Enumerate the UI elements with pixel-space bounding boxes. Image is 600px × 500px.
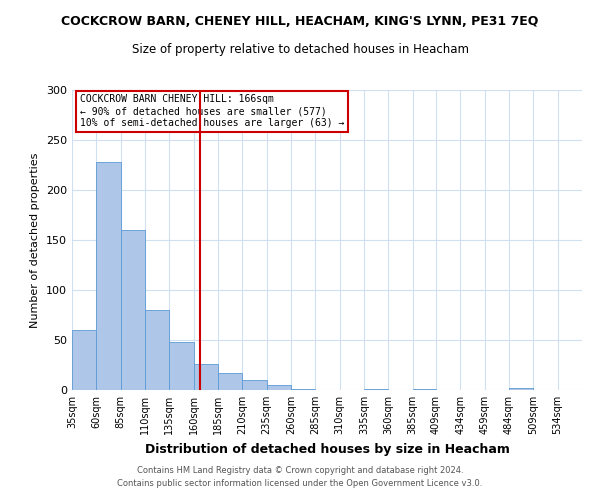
Text: COCKCROW BARN, CHENEY HILL, HEACHAM, KING'S LYNN, PE31 7EQ: COCKCROW BARN, CHENEY HILL, HEACHAM, KIN… [61,15,539,28]
Bar [509,388,533,390]
Bar [72,330,97,390]
Bar [169,342,194,390]
Bar [242,380,266,390]
Bar [413,389,436,390]
Bar [218,373,242,390]
Bar [121,230,145,390]
Bar [364,389,388,390]
Text: Size of property relative to detached houses in Heacham: Size of property relative to detached ho… [131,42,469,56]
X-axis label: Distribution of detached houses by size in Heacham: Distribution of detached houses by size … [145,442,509,456]
Text: COCKCROW BARN CHENEY HILL: 166sqm
← 90% of detached houses are smaller (577)
10%: COCKCROW BARN CHENEY HILL: 166sqm ← 90% … [80,94,344,128]
Bar [194,364,218,390]
Bar [97,162,121,390]
Bar [145,310,169,390]
Y-axis label: Number of detached properties: Number of detached properties [31,152,40,328]
Bar [266,385,291,390]
Text: Contains HM Land Registry data © Crown copyright and database right 2024.
Contai: Contains HM Land Registry data © Crown c… [118,466,482,487]
Bar [291,389,316,390]
